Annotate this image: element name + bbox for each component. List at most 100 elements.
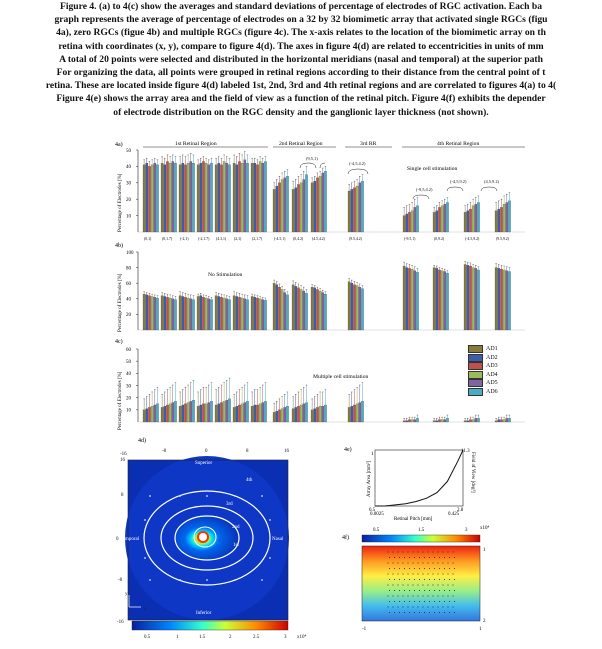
- bar: [416, 272, 419, 331]
- electrode-dot: [453, 589, 456, 592]
- bar: [171, 402, 175, 423]
- electrode-dot: [388, 600, 391, 603]
- electrode-dot: [427, 606, 429, 608]
- bar: [474, 268, 478, 331]
- electrode-dot: [447, 562, 449, 564]
- bar: [256, 297, 259, 331]
- legend-swatch: [468, 370, 483, 379]
- bar: [199, 404, 203, 423]
- electrode-dot: [402, 595, 404, 597]
- electrode-dot: [412, 584, 414, 586]
- electrode-dot: [412, 551, 414, 553]
- caption-line: A total of 20 points were selected and d…: [59, 53, 543, 65]
- legend-swatch: [468, 362, 483, 371]
- y-tick-label: 100: [126, 251, 134, 256]
- bar: [402, 420, 406, 423]
- bar: [160, 295, 164, 331]
- electrode-dot: [398, 600, 401, 603]
- electrode-dot: [413, 578, 416, 581]
- electrode-dot: [442, 551, 444, 553]
- map-colorbar: [131, 620, 289, 631]
- electrode-dot: [407, 573, 409, 575]
- chart-4e: Array Area [mm²] Field of View [deg²] Re…: [366, 449, 476, 522]
- f-colorbar: [361, 534, 481, 543]
- bar: [286, 294, 289, 331]
- bar: [150, 406, 154, 423]
- group-label: (0,4.2): [293, 237, 304, 242]
- electrode-dot: [453, 578, 456, 581]
- bar: [250, 163, 254, 233]
- bar: [232, 407, 236, 423]
- bar: [305, 293, 308, 331]
- f-left-tick: -1: [362, 627, 367, 632]
- bar: [413, 207, 417, 233]
- electrode-dot: [422, 551, 424, 553]
- electrode-dot: [393, 578, 396, 581]
- electrode-dot: [448, 556, 451, 559]
- bar: [299, 289, 303, 331]
- bar: [291, 189, 295, 233]
- bar: [240, 163, 244, 233]
- bar: [160, 407, 164, 423]
- bar: [214, 164, 218, 233]
- bar: [405, 213, 409, 233]
- electrode-dot: [452, 551, 454, 553]
- bar: [463, 420, 467, 423]
- electrode-dot: [452, 584, 454, 586]
- note-multiple-cell: Multiple cell stimulation: [313, 374, 369, 380]
- bar: [204, 163, 208, 233]
- group-label: (-9.5,1): [404, 237, 416, 242]
- bar: [240, 403, 244, 423]
- group-label: (-2,1.7): [198, 237, 210, 242]
- electrode-dot: [398, 567, 401, 570]
- bar: [291, 284, 295, 331]
- electrode-dot: [447, 595, 449, 597]
- electrode-dot: [403, 611, 406, 614]
- bar: [225, 400, 229, 423]
- bar: [186, 402, 190, 423]
- bar: [207, 164, 211, 233]
- bar: [232, 295, 236, 331]
- bar: [192, 299, 195, 331]
- bar: [471, 419, 475, 423]
- bar: [253, 404, 257, 423]
- bar: [324, 294, 327, 331]
- bar: [286, 176, 289, 233]
- map-ticks: -16 -8 0 8 16 16 8 0 -8 -16: [116, 449, 290, 625]
- group-label: (-2,1): [180, 237, 189, 242]
- bar: [261, 163, 265, 233]
- bar: [207, 402, 211, 423]
- bar: [150, 296, 154, 331]
- electrode-dot: [437, 606, 439, 608]
- bar: [505, 270, 509, 331]
- electrode-dot: [387, 562, 389, 564]
- y-tick-label: 20: [126, 198, 132, 203]
- legend-item: AD3: [468, 362, 498, 371]
- bar: [217, 296, 221, 331]
- bar: [494, 267, 498, 331]
- sample-dot: [269, 557, 271, 559]
- electrode-dot: [437, 595, 439, 597]
- xlabels-4a: (0,1) (0,1.7) (-2,1) (-2,1.7) (4.3,1) (2,1) (2…: [144, 237, 510, 242]
- bar: [402, 265, 406, 331]
- cbar-exp: x10⁴: [297, 634, 307, 640]
- bar: [150, 164, 154, 233]
- electrode-dot: [388, 611, 391, 614]
- annot-neg4-5-4-2: (-4,5,4.2): [349, 161, 366, 167]
- electrode-dot: [427, 595, 429, 597]
- panel-label-f: 4f): [342, 534, 349, 541]
- bar: [305, 174, 308, 233]
- axis-y-label: y: [125, 592, 128, 597]
- caption-line: retina. These are located inside figure …: [45, 80, 557, 92]
- legend-label: AD1: [486, 346, 498, 352]
- ylabel-a: Percentage of Electrodes [%]: [118, 173, 123, 232]
- electrode-dot: [413, 567, 416, 570]
- cbar-tick: 3: [284, 635, 287, 640]
- bar: [235, 406, 239, 423]
- bar: [497, 268, 501, 331]
- bar: [225, 298, 229, 331]
- bar: [156, 164, 159, 233]
- chart-4a: 10 20 30 40 50: [126, 149, 525, 233]
- bar: [184, 164, 187, 233]
- caption-line: of electrode distribution on the RGC den…: [113, 106, 489, 118]
